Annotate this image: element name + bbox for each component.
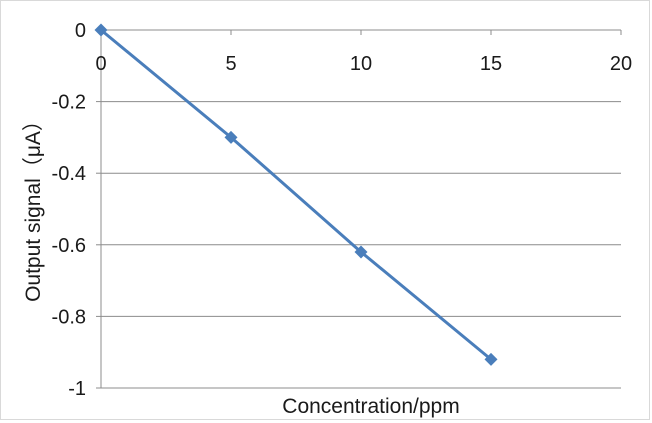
y-tick-label-1: -0.2 (52, 92, 86, 114)
x-tick-label-2: 10 (350, 53, 372, 75)
data-series (94, 23, 498, 366)
y-tick-label-3: -0.6 (52, 235, 86, 257)
data-point-0-0 (94, 23, 108, 37)
x-tick-label-1: 5 (225, 53, 236, 75)
x-axis-title: Concentration/ppm (282, 395, 459, 418)
y-axis-title: Output signal（μA） (22, 110, 45, 302)
data-point-0-3 (484, 352, 498, 366)
gridlines (101, 101, 621, 389)
x-tick-label-4: 20 (610, 53, 632, 75)
data-point-0-1 (224, 130, 238, 144)
x-tick-label-0: 0 (95, 53, 106, 75)
y-tick-label-4: -0.8 (52, 306, 86, 328)
y-tick-label-5: -1 (68, 378, 86, 400)
y-tick-label-0: 0 (75, 20, 86, 42)
tick-labels: 0 5 10 15 20 0 -0.2 -0.4 -0.6 -0.8 -1 (52, 20, 633, 400)
axes (96, 29, 622, 389)
series-line-0 (100, 28, 492, 361)
x-tick-label-3: 15 (480, 53, 502, 75)
data-point-0-2 (354, 245, 368, 259)
y-tick-label-2: -0.4 (52, 163, 86, 185)
